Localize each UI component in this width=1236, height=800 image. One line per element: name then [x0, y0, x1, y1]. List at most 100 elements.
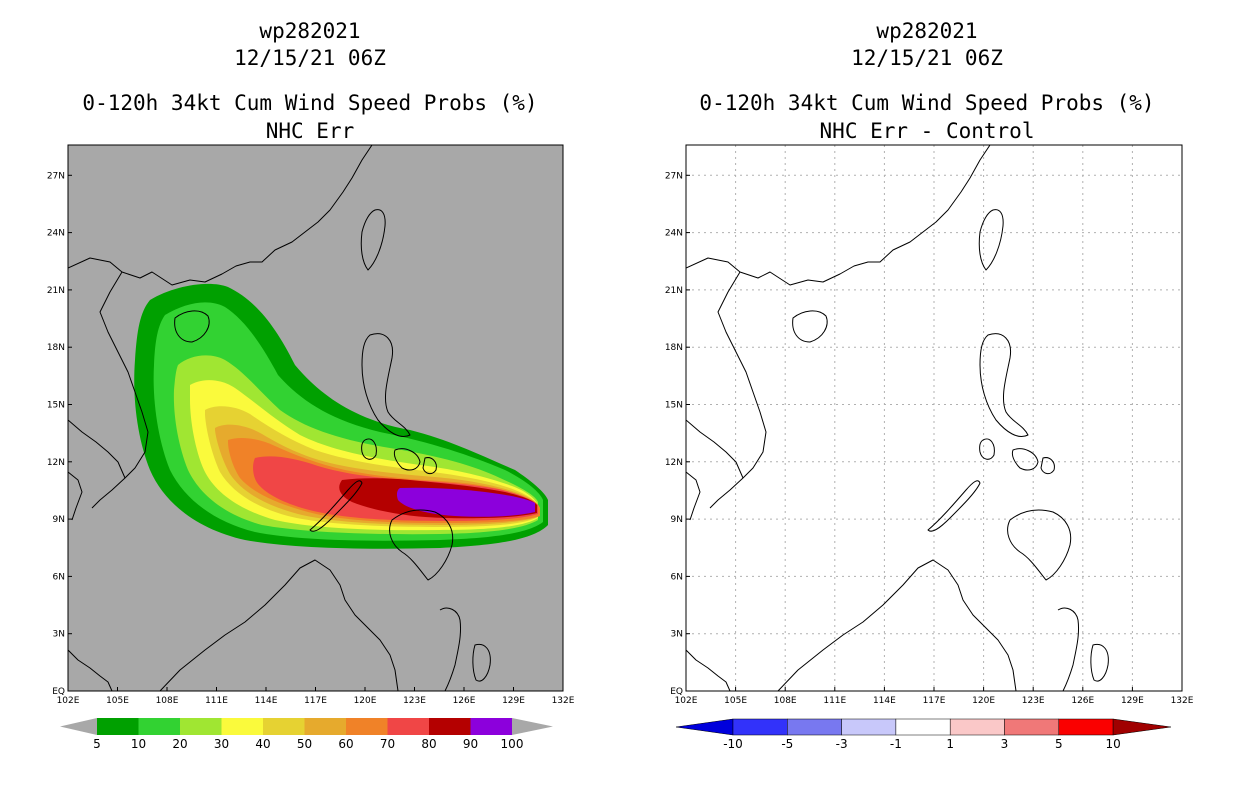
colorbar-label: -3	[836, 737, 848, 751]
lon-label: 102E	[675, 696, 698, 706]
lat-label: 24N	[47, 229, 65, 239]
coast-mainland	[68, 145, 373, 286]
right-colorbar: -10 -5 -3 -1 1 3 5 10	[675, 718, 1172, 751]
colorbar-swatch	[263, 718, 305, 735]
colorbar-label: 1	[946, 737, 954, 751]
island-mindanao	[1007, 509, 1072, 581]
lon-label: 108E	[156, 696, 179, 706]
colorbar-swatch	[470, 718, 512, 735]
island-mindoro	[979, 438, 995, 460]
lon-label: 123E	[403, 696, 426, 706]
lat-label: 12N	[47, 458, 65, 468]
lat-label: 24N	[665, 229, 683, 239]
island-halmahera	[1090, 643, 1109, 682]
coast-borneo	[159, 559, 399, 691]
lon-label: 108E	[774, 696, 797, 706]
lon-label: 132E	[552, 696, 575, 706]
colorbar-swatch	[1004, 718, 1060, 736]
lon-label: 114E	[873, 696, 896, 706]
coast-sumatra	[686, 649, 731, 691]
island-sulawesi	[439, 607, 461, 691]
colorbar-swatch	[895, 718, 951, 736]
island-visayas	[393, 448, 437, 475]
coast-sumatra	[68, 649, 113, 691]
lat-label: 27N	[47, 171, 65, 181]
island-sulawesi	[1057, 607, 1079, 691]
coast-gulf-thailand	[686, 471, 701, 521]
coast-gulf-thailand	[68, 471, 83, 521]
colorbar-label: 40	[255, 737, 270, 751]
lon-label: 123E	[1022, 696, 1045, 706]
right-axis-ticks: 102E 105E 108E 111E 114E 117E 120E 123E 126E 129E…	[665, 171, 1194, 706]
lat-label: 15N	[665, 401, 683, 411]
colorbar-label: 3	[1001, 737, 1009, 751]
colorbar-high-triangle	[1112, 718, 1172, 736]
lat-label: 6N	[671, 572, 683, 582]
colorbar-label: 90	[463, 737, 478, 751]
island-hainan	[792, 310, 828, 343]
island-mindoro	[361, 438, 377, 460]
lon-label: 120E	[972, 696, 995, 706]
colorbar-label: 30	[214, 737, 229, 751]
colorbar-swatch	[787, 718, 842, 736]
lat-label: 27N	[665, 171, 683, 181]
island-visayas	[1011, 448, 1055, 475]
colorbar-label: -1	[890, 737, 902, 751]
prob-band-90	[396, 487, 535, 517]
island-palawan	[927, 480, 981, 532]
lat-label: EQ	[52, 687, 65, 697]
coast-borneo	[777, 559, 1017, 691]
colorbar-swatch	[180, 718, 222, 735]
lon-label: 117E	[304, 696, 327, 706]
colorbar-label: -5	[781, 737, 793, 751]
colorbar-label: -10	[723, 737, 743, 751]
lon-label: 132E	[1171, 696, 1194, 706]
right-datetime: 12/15/21 06Z	[851, 46, 1003, 70]
lon-label: 111E	[823, 696, 846, 706]
colorbar-swatch	[732, 718, 788, 736]
lat-label: EQ	[670, 687, 683, 697]
colorbar-swatch	[138, 718, 180, 735]
left-datetime: 12/15/21 06Z	[234, 46, 386, 70]
lat-label: 3N	[53, 630, 65, 640]
colorbar-swatch	[304, 718, 346, 735]
coast-vietnam	[91, 271, 149, 509]
right-title: 0-120h 34kt Cum Wind Speed Probs (%)	[699, 91, 1155, 115]
lon-label: 105E	[724, 696, 747, 706]
colorbar-label: 60	[338, 737, 353, 751]
lat-label: 3N	[671, 630, 683, 640]
colorbar-label: 5	[1055, 737, 1063, 751]
coast-cambodia	[68, 419, 126, 479]
colorbar-low-triangle	[675, 718, 734, 736]
colorbar-swatch	[429, 718, 471, 735]
lat-label: 9N	[53, 515, 65, 525]
lat-label: 6N	[53, 572, 65, 582]
island-taiwan	[360, 209, 386, 271]
colorbar-swatch	[949, 718, 1005, 736]
lat-label: 18N	[47, 343, 65, 353]
left-storm-id: wp282021	[259, 19, 361, 43]
colorbar-swatch	[346, 718, 388, 735]
coast-vietnam	[709, 271, 767, 509]
colorbar-swatch	[841, 718, 897, 736]
lat-label: 12N	[665, 458, 683, 468]
lon-label: 114E	[255, 696, 278, 706]
colorbar-high-triangle	[512, 718, 553, 735]
left-subtitle: NHC Err	[265, 119, 355, 143]
lat-label: 9N	[671, 515, 683, 525]
colorbar-label: 20	[172, 737, 187, 751]
island-taiwan	[978, 209, 1004, 271]
lon-label: 105E	[106, 696, 129, 706]
colorbar-swatch	[387, 718, 429, 735]
colorbar-swatch	[97, 718, 139, 735]
lon-label: 129E	[1121, 696, 1144, 706]
colorbar-low-triangle	[60, 718, 97, 735]
lat-label: 21N	[47, 286, 65, 296]
island-palawan	[309, 480, 363, 532]
lon-label: 117E	[923, 696, 946, 706]
left-coastlines	[68, 145, 491, 691]
colorbar-label: 10	[131, 737, 146, 751]
right-plot-background	[686, 145, 1182, 691]
